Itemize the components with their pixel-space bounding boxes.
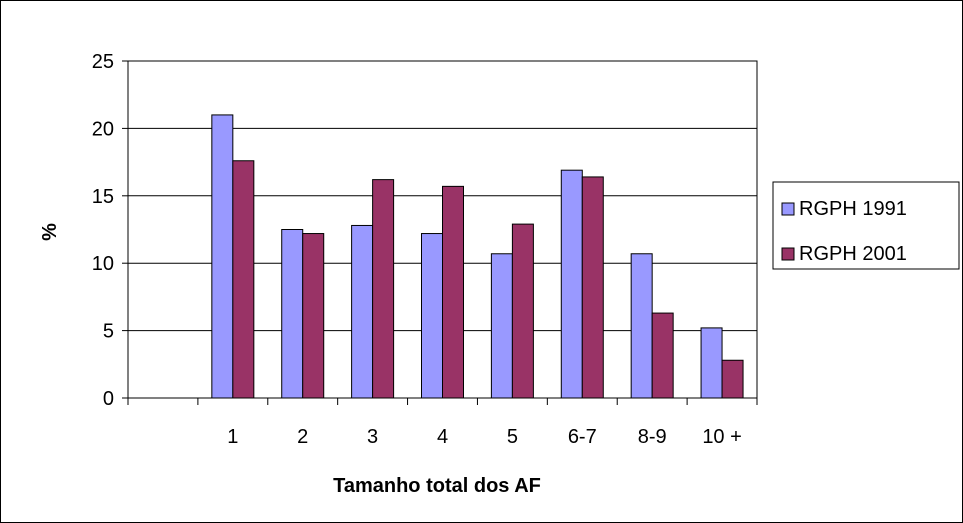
x-tick-label: 1 xyxy=(227,426,238,448)
bar-rgph-2001 xyxy=(302,233,325,399)
x-axis-title: Tamanho total dos AF xyxy=(333,475,541,497)
bar-rgph-2001 xyxy=(511,223,534,399)
bars xyxy=(211,114,744,399)
legend-swatch xyxy=(781,202,795,216)
y-tick-label: 15 xyxy=(92,186,114,208)
y-tick-labels: 0 5 10 15 20 25 xyxy=(92,51,114,410)
bar-rgph-1991 xyxy=(490,253,513,399)
legend-label: RGPH 2001 xyxy=(799,243,907,265)
bar-rgph-1991 xyxy=(211,114,234,399)
x-tick-label: 5 xyxy=(507,426,518,448)
y-tick-label: 0 xyxy=(103,388,114,410)
x-tick-label: 6-7 xyxy=(568,426,597,448)
bar-rgph-1991 xyxy=(630,253,653,399)
legend-swatch xyxy=(781,247,795,261)
bar-rgph-2001 xyxy=(721,359,744,399)
bar-rgph-1991 xyxy=(560,169,583,399)
y-tick-label: 25 xyxy=(92,51,114,73)
bar-rgph-2001 xyxy=(651,312,674,399)
bar-rgph-2001 xyxy=(442,185,464,399)
bar-rgph-2001 xyxy=(372,179,395,399)
x-tick-label: 8-9 xyxy=(638,426,667,448)
x-tick-labels: 1 2 3 4 5 6-7 8-9 10 + xyxy=(227,426,742,448)
bar-rgph-1991 xyxy=(281,229,304,399)
legend-label: RGPH 1991 xyxy=(799,198,907,220)
bar-rgph-1991 xyxy=(700,327,723,399)
bar-rgph-2001 xyxy=(232,160,255,399)
x-tick-label: 4 xyxy=(437,426,448,448)
y-tick-label: 10 xyxy=(92,253,114,275)
x-tick-label: 3 xyxy=(367,426,378,448)
y-axis-title: % xyxy=(39,223,61,241)
bar-rgph-1991 xyxy=(351,224,374,399)
x-tick-label: 10 + xyxy=(702,426,741,448)
legend-box xyxy=(772,181,960,270)
axes xyxy=(122,60,758,405)
x-tick-label: 2 xyxy=(297,426,308,448)
y-tick-label: 20 xyxy=(92,118,114,140)
y-tick-label: 5 xyxy=(103,321,114,343)
legend: RGPH 1991 RGPH 2001 xyxy=(772,181,960,270)
bar-rgph-2001 xyxy=(581,176,604,399)
bar-rgph-1991 xyxy=(421,233,443,399)
